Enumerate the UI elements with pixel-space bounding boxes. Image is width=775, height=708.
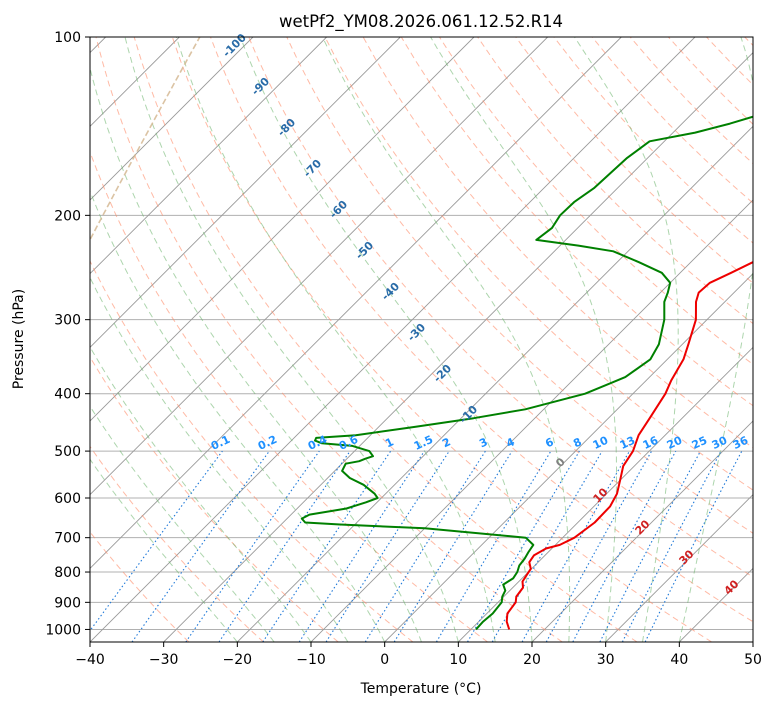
axes: −40 −30 −20 −10 0 10 20 30 40 50 100 200 300 400 500 60… (45, 30, 762, 668)
dry-adiabat (90, 356, 339, 642)
mixing-ratio-label: 10 (591, 434, 611, 452)
moist-adiabat (90, 189, 386, 642)
x-tick-label: 50 (744, 652, 762, 668)
dry-adiabat (324, 37, 753, 491)
mixing-ratio-line (393, 450, 513, 642)
y-tick-label: 200 (54, 208, 81, 224)
temperature-profile (505, 261, 753, 630)
moist-adiabat (90, 458, 238, 642)
isotherm-line (384, 273, 753, 642)
isotherm-line (752, 641, 753, 642)
dry-adiabat (171, 37, 712, 642)
isotherm-line (90, 37, 254, 201)
moist-adiabat (90, 276, 349, 642)
profiles (300, 115, 753, 631)
moist-adiabat (430, 37, 617, 642)
isotherm-line (458, 346, 753, 642)
dry-adiabat (90, 259, 414, 642)
isotherm-line (90, 37, 475, 422)
y-tick-label: 300 (54, 313, 81, 329)
mixing-ratio-line (90, 450, 223, 632)
mixing-ratio-label: 16 (641, 434, 661, 452)
moist-adiabat (90, 345, 312, 642)
dry-adiabat (210, 37, 753, 623)
dry-adiabat (515, 37, 753, 284)
y-tick-label: 700 (54, 531, 81, 547)
dry-adiabat (95, 37, 563, 642)
isotherm-line (605, 494, 753, 642)
y-axis-label: Pressure (hPa) (11, 289, 27, 389)
y-tick-label: 100 (54, 30, 81, 46)
mixing-ratio-line (644, 450, 743, 642)
y-tick-label: 600 (54, 491, 81, 507)
dry-adiabat (248, 37, 753, 578)
moist-adiabat (678, 37, 753, 642)
x-tick-label: −20 (223, 652, 253, 668)
x-tick-label: −40 (75, 652, 105, 668)
moist-adiabat (90, 405, 275, 642)
mixing-ratio-line (545, 450, 653, 642)
background-lines (90, 37, 753, 642)
mixing-ratio-line (185, 450, 320, 642)
y-tick-label: 800 (54, 565, 81, 581)
mixing-ratio-line (572, 450, 677, 642)
dry-adiabat (286, 37, 753, 534)
moist-adiabat (124, 37, 459, 642)
y-tick-label: 900 (54, 595, 81, 611)
mixing-ratio-line (131, 450, 270, 642)
x-tick-label: −30 (149, 652, 179, 668)
x-axis-label: Temperature (°C) (360, 681, 482, 697)
isotherm-line (90, 37, 548, 496)
mixing-ratio-line (218, 450, 351, 642)
mixing-ratio-label: 20 (665, 434, 685, 452)
mixing-ratio-line (298, 450, 425, 642)
mixing-ratio-line (521, 450, 630, 642)
mixing-ratio-label: 36 (731, 434, 751, 452)
plot-area (90, 37, 753, 642)
x-tick-label: 0 (380, 652, 389, 668)
isotherm-line (90, 37, 622, 569)
moist-adiabat (574, 37, 679, 642)
moist-adiabat (322, 37, 571, 642)
dry-adiabat (90, 445, 264, 642)
x-tick-label: 10 (449, 652, 467, 668)
isotherm-line (237, 125, 753, 642)
x-tick-label: 40 (670, 652, 688, 668)
isotherm-line (90, 37, 327, 275)
y-tick-label: 1000 (45, 622, 81, 638)
moist-adiabat (90, 65, 422, 642)
mixing-ratio-line (325, 450, 450, 642)
mixing-ratio-label: 13 (618, 434, 637, 452)
isotherm-line (531, 420, 753, 642)
mixing-ratio-label: 30 (710, 434, 730, 452)
x-tick-label: 30 (597, 652, 615, 668)
dewpoint-profile (300, 115, 753, 631)
mixing-ratio-label: 25 (690, 434, 709, 452)
y-tick-label: 500 (54, 444, 81, 460)
chart-title: wetPf2_YM08.2026.061.12.52.R14 (279, 12, 563, 32)
moist-adiabat (239, 37, 533, 642)
y-tick-label: 400 (54, 387, 81, 403)
plot-frame (89, 36, 754, 643)
dry-adiabat (133, 37, 638, 642)
moist-adiabat (175, 37, 496, 642)
mixing-ratio-line (262, 450, 392, 642)
x-tick-label: 20 (523, 652, 541, 668)
x-tick-label: −10 (296, 652, 326, 668)
isotherm-line (90, 37, 401, 348)
